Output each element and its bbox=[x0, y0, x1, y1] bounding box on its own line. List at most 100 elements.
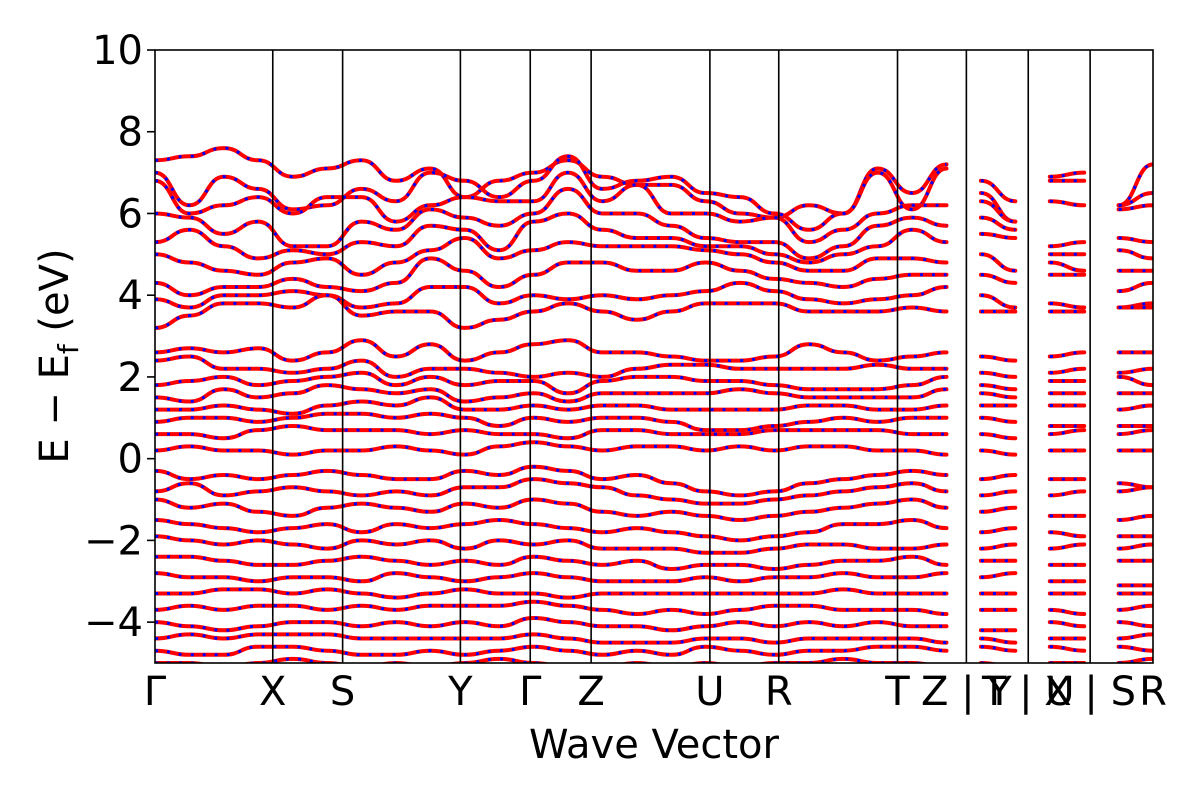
band-line-solid-23-0 bbox=[155, 571, 949, 584]
band-line-solid-0-1 bbox=[978, 178, 1018, 204]
band-line-dotted-11-0 bbox=[155, 371, 947, 395]
band-line-solid-18-3 bbox=[1116, 485, 1153, 494]
band-line-solid-27-1 bbox=[978, 636, 1018, 645]
band-line-dotted-22-0 bbox=[155, 555, 947, 571]
band-line-solid-18-0 bbox=[155, 477, 949, 506]
y-tick-label-0: −4 bbox=[84, 600, 143, 646]
y-tick-label-1: −2 bbox=[84, 518, 143, 564]
x-tick-label-6: U bbox=[695, 669, 724, 715]
band-line-solid-7-1 bbox=[978, 293, 1018, 310]
band-line-solid-21-1 bbox=[978, 542, 1018, 551]
x-tick-label-10: T | U bbox=[981, 669, 1075, 715]
x-tick-label-9: Z | Y bbox=[921, 669, 1012, 715]
band-line-dotted-0-0 bbox=[155, 146, 947, 220]
band-line-solid-4-1 bbox=[978, 231, 1018, 240]
band-line-solid-21-0 bbox=[155, 534, 949, 555]
band-line-solid-6-3 bbox=[1116, 280, 1153, 294]
band-line-solid-28-3 bbox=[1116, 644, 1153, 653]
band-line-solid-10-1 bbox=[978, 370, 1018, 379]
band-line-solid-16-0 bbox=[155, 440, 949, 457]
band-line-solid-18-1 bbox=[978, 489, 1018, 498]
band-line-solid-10-0 bbox=[155, 354, 949, 379]
band-line-dotted-6-0 bbox=[155, 256, 947, 297]
band-line-solid-20-1 bbox=[978, 526, 1018, 535]
x-tick-label-2: S bbox=[330, 669, 355, 715]
y-tick-label-3: 2 bbox=[118, 355, 143, 401]
band-line-solid-0-2 bbox=[1047, 170, 1087, 179]
band-line-solid-15-0 bbox=[155, 423, 949, 441]
band-line-solid-22-0 bbox=[155, 554, 949, 572]
band-line-solid-20-2 bbox=[1047, 530, 1087, 539]
band-line-solid-9-1 bbox=[978, 354, 1018, 363]
y-tick-label-6: 8 bbox=[118, 110, 143, 156]
x-tick-label-5: Z bbox=[577, 669, 604, 715]
band-line-dotted-24-0 bbox=[155, 587, 947, 600]
band-line-solid-19-1 bbox=[978, 505, 1018, 514]
band-line-solid-28-0 bbox=[155, 644, 949, 657]
band-line-solid-2-3 bbox=[1116, 203, 1153, 212]
band-line-solid-5-0 bbox=[155, 235, 949, 277]
band-line-solid-12-0 bbox=[155, 383, 949, 404]
band-line-dotted-25-0 bbox=[155, 600, 947, 616]
band-line-dotted-0-1 bbox=[980, 179, 1016, 203]
band-line-solid-12-1 bbox=[978, 391, 1018, 400]
band-line-solid-19-3 bbox=[1116, 513, 1153, 522]
kpoint-divider-lines bbox=[271, 50, 1091, 663]
y-tick-label-5: 6 bbox=[118, 191, 143, 237]
band-line-solid-19-0 bbox=[155, 497, 949, 523]
band-line-solid-3-3 bbox=[1116, 236, 1153, 245]
x-tick-label-0: Γ bbox=[144, 669, 167, 715]
x-tick-label-7: R bbox=[765, 669, 793, 715]
x-tick-label-11: X | S bbox=[1044, 669, 1136, 715]
band-line-solid-3-1 bbox=[978, 215, 1018, 232]
band-line-solid-20-0 bbox=[155, 517, 949, 543]
band-line-solid-21-3 bbox=[1116, 542, 1153, 551]
y-tick-label-7: 10 bbox=[92, 28, 143, 74]
y-axis-ticks: −4 −2 0 2 4 6 8 10 bbox=[84, 28, 155, 646]
x-axis-title: Wave Vector bbox=[529, 722, 780, 768]
band-line-solid-4-3 bbox=[1116, 248, 1153, 261]
band-line-solid-7-0 bbox=[155, 280, 949, 310]
band-line-solid-26-0 bbox=[155, 615, 949, 633]
x-tick-label-12: R bbox=[1139, 669, 1167, 715]
band-line-solid-9-0 bbox=[155, 338, 949, 363]
band-line-solid-2-2 bbox=[1047, 199, 1087, 208]
y-tick-label-2: 0 bbox=[118, 437, 143, 483]
y-axis-title-main: E − E bbox=[32, 354, 78, 464]
band-line-solid-13-0 bbox=[155, 395, 949, 416]
band-line-dotted-2-1 bbox=[980, 199, 1016, 224]
band-line-solid-3-2 bbox=[1047, 240, 1087, 249]
y-tick-label-4: 4 bbox=[118, 273, 143, 319]
band-line-solid-9-2 bbox=[1047, 350, 1087, 359]
band-line-solid-28-2 bbox=[1047, 644, 1087, 653]
band-line-solid-26-3 bbox=[1116, 620, 1153, 629]
band-line-dotted-4-0 bbox=[155, 211, 947, 265]
band-line-dotted-8-0 bbox=[155, 293, 947, 330]
band-line-solid-6-1 bbox=[978, 272, 1018, 285]
x-tick-label-3: Y bbox=[447, 669, 473, 715]
x-tick-label-4: Γ bbox=[519, 669, 542, 715]
band-line-solid-28-1 bbox=[978, 644, 1018, 653]
y-axis-title: E − Ef (eV) bbox=[32, 248, 85, 463]
band-line-solid-10-3 bbox=[1116, 366, 1153, 375]
bands-layer bbox=[155, 146, 1153, 663]
band-line-solid-1-3 bbox=[1116, 191, 1153, 208]
band-line-solid-17-0 bbox=[155, 464, 949, 498]
band-line-solid-2-0 bbox=[155, 170, 949, 245]
band-line-solid-17-1 bbox=[978, 473, 1018, 482]
band-line-solid-11-3 bbox=[1116, 374, 1153, 388]
band-line-solid-5-2 bbox=[1047, 260, 1087, 273]
x-tick-label-1: X bbox=[259, 669, 286, 715]
plot-frame bbox=[154, 49, 1154, 664]
band-line-solid-7-2 bbox=[1047, 301, 1087, 310]
band-line-dotted-1-0 bbox=[155, 154, 947, 232]
band-line-solid-6-0 bbox=[155, 256, 949, 298]
band-line-solid-26-2 bbox=[1047, 620, 1087, 629]
band-line-solid-14-0 bbox=[155, 411, 949, 433]
x-tick-label-8: T bbox=[884, 669, 910, 715]
band-line-dotted-27-0 bbox=[155, 632, 947, 645]
band-line-solid-15-2 bbox=[1047, 428, 1087, 437]
y-axis-title-suffix: (eV) bbox=[32, 248, 78, 344]
band-line-solid-23-1 bbox=[978, 571, 1018, 580]
